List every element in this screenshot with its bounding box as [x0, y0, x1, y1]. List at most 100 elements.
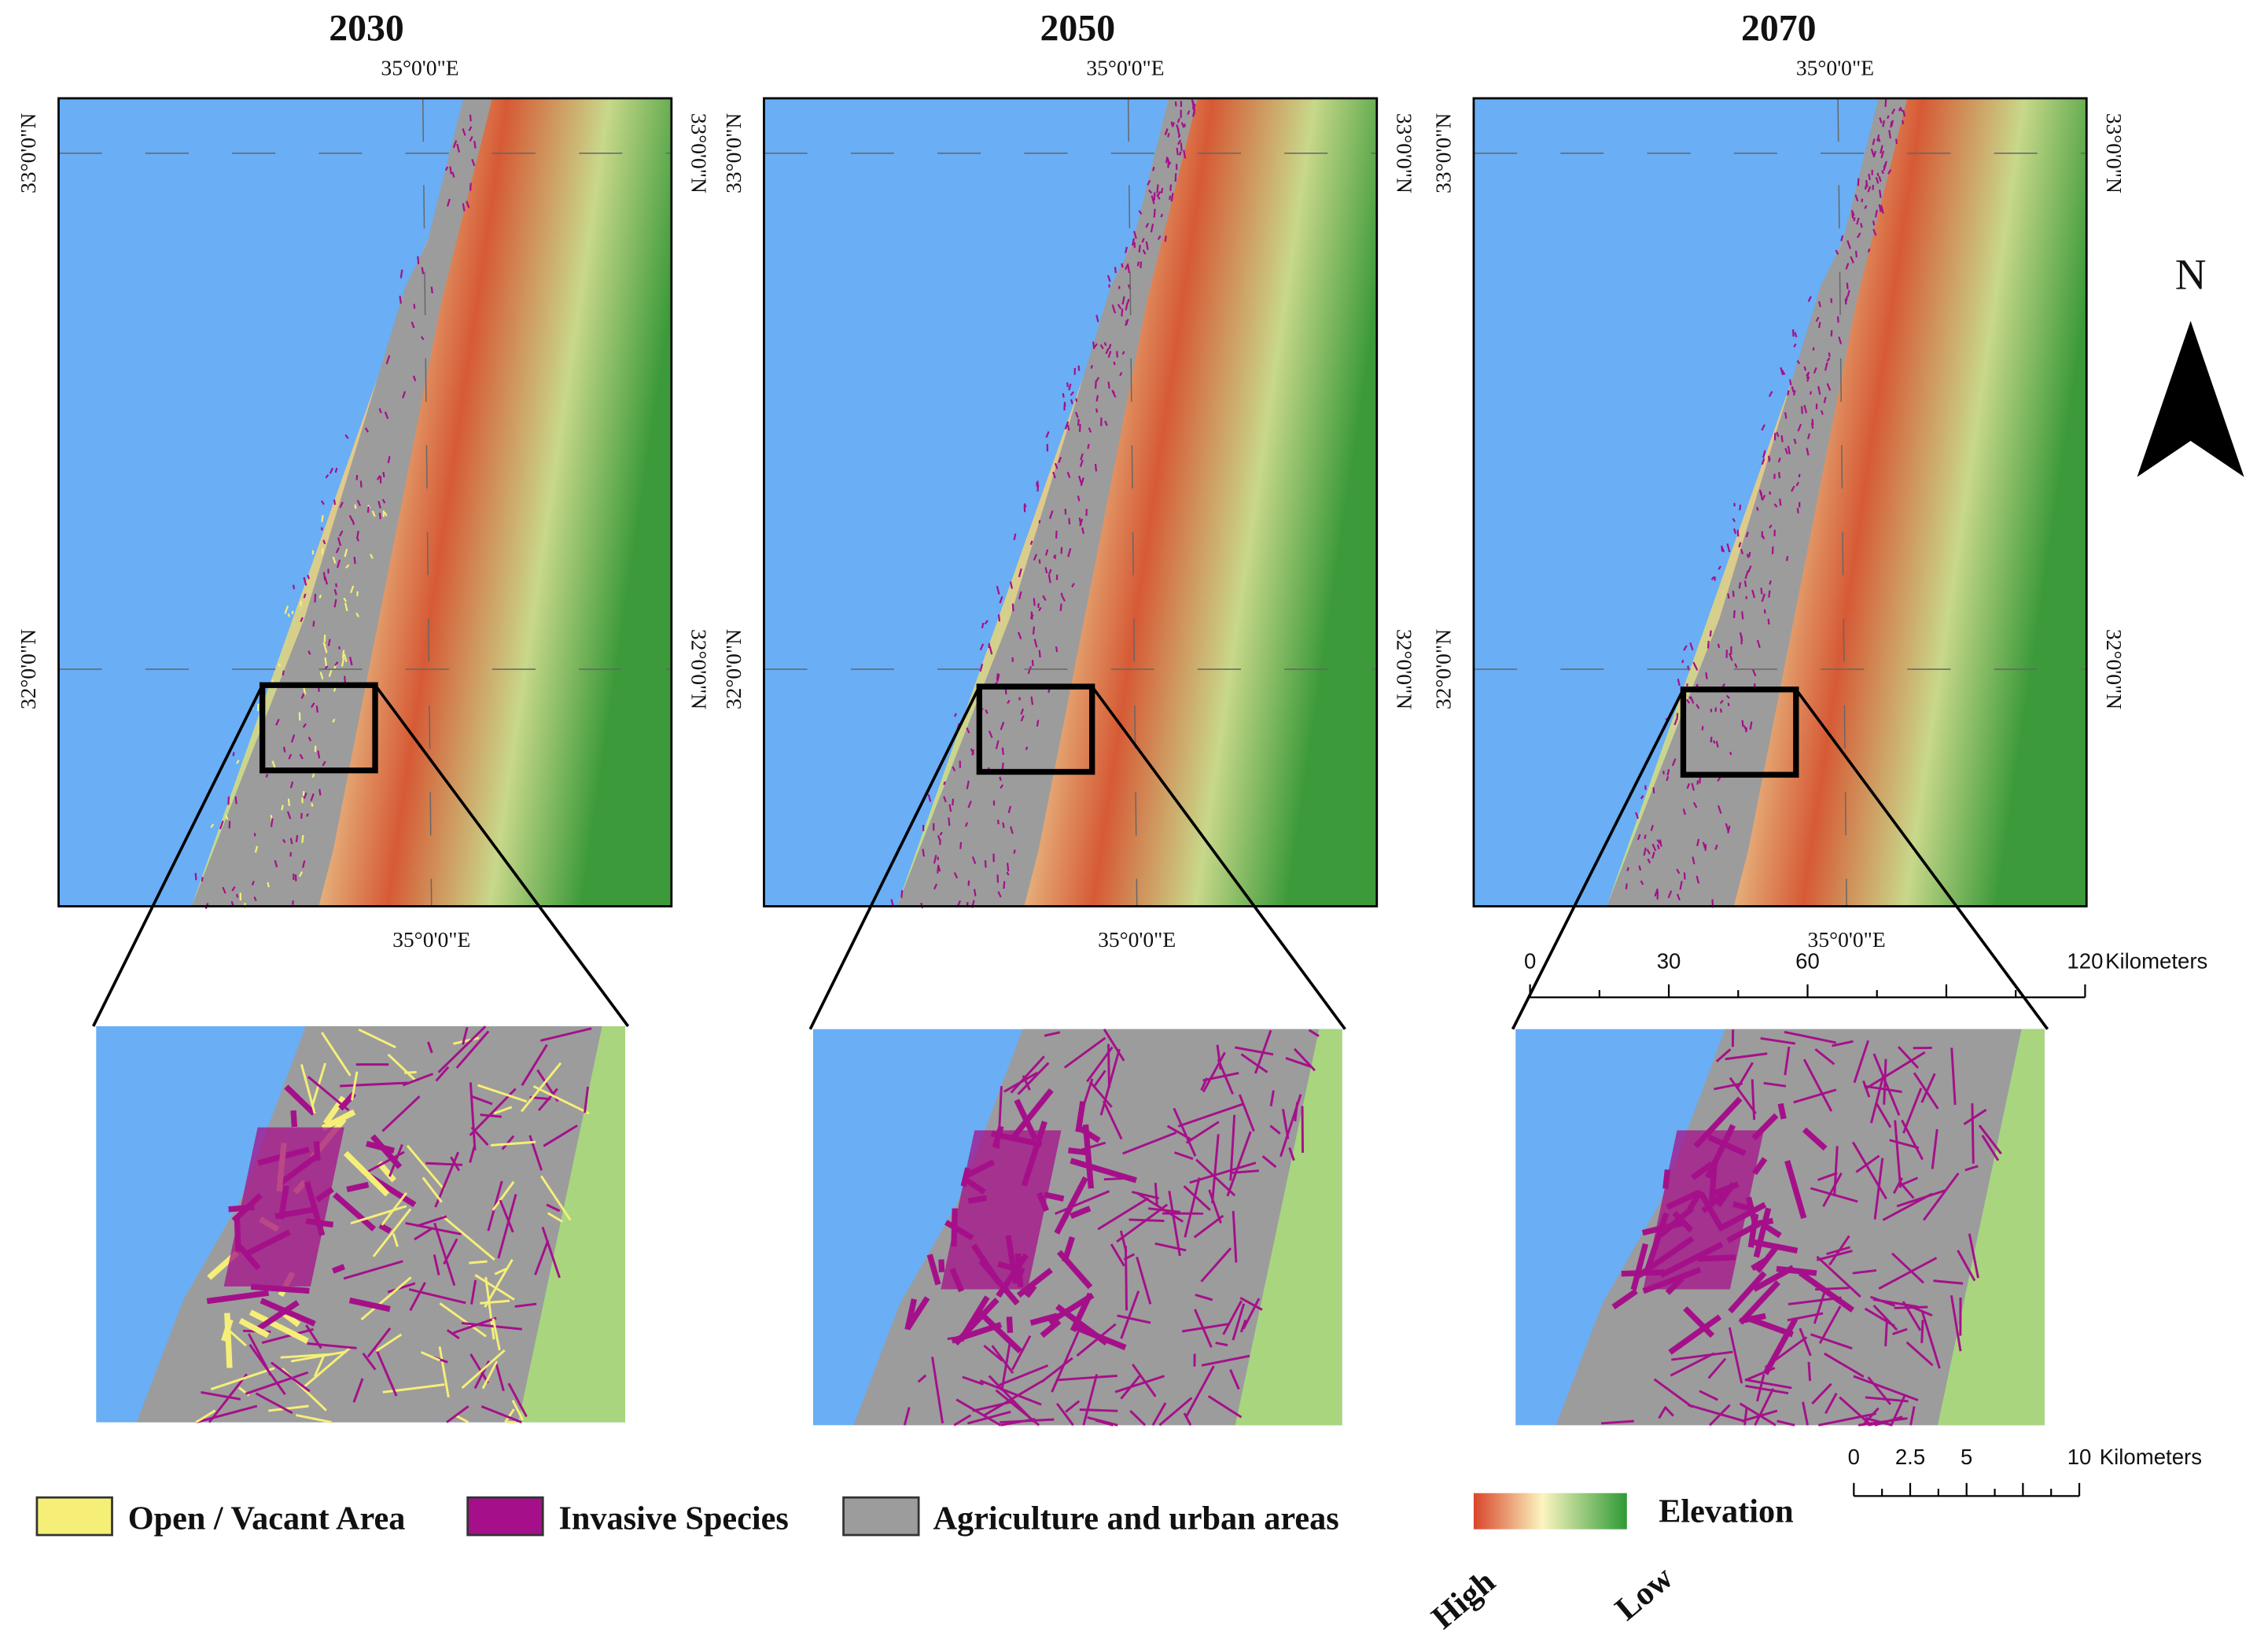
land-cover-speck: [322, 642, 326, 646]
inset-network: [1055, 1304, 1109, 1346]
land-cover-speck: [322, 572, 326, 580]
inset-network: [1261, 1155, 1277, 1169]
inset-network: [303, 1346, 352, 1388]
inset-network: [1016, 1267, 1053, 1298]
inset-network: [1129, 1409, 1147, 1427]
land-cover-speck: [318, 789, 322, 796]
land-cover-speck: [1878, 175, 1882, 182]
land-cover-speck: [1170, 193, 1174, 202]
inset-network: [1776, 1419, 1795, 1427]
coastal-band: [897, 98, 1198, 907]
land-cover-speck: [1743, 725, 1748, 732]
land-cover-speck: [315, 705, 318, 713]
inset-network: [414, 1227, 433, 1241]
land-cover-speck: [1769, 580, 1772, 585]
inset-network: [1120, 1375, 1141, 1400]
land-cover-speck: [1000, 784, 1004, 790]
inset-network: [1798, 1270, 1855, 1313]
land-cover-speck: [385, 355, 391, 365]
land-cover-speck: [1792, 389, 1796, 396]
land-cover-speck: [1033, 639, 1038, 648]
inset-network: [931, 1357, 944, 1424]
land-cover-speck: [1078, 424, 1081, 433]
inset-network: [1288, 1147, 1295, 1162]
inset-network: [343, 1260, 403, 1280]
inset-network: [1816, 1250, 1853, 1261]
land-cover-speck: [1055, 646, 1059, 653]
inset-network: [1183, 1185, 1211, 1211]
land-cover-speck: [1756, 506, 1759, 511]
lat-label: 33°0'0"N: [2102, 113, 2126, 193]
land-cover-speck: [1748, 551, 1751, 557]
inset-network: [1699, 1390, 1718, 1401]
land-cover-speck: [1813, 367, 1817, 374]
inset-network: [480, 1114, 502, 1118]
inset-network: [1971, 1103, 1975, 1164]
inset-network: [1816, 1255, 1861, 1298]
land-cover-speck: [996, 673, 999, 680]
inset-network: [1788, 1296, 1842, 1305]
land-cover-speck: [1029, 540, 1033, 546]
land-cover-speck: [194, 873, 197, 881]
inset-network: [1793, 1088, 1837, 1104]
land-cover-speck: [333, 499, 337, 505]
land-cover-speck: [1033, 598, 1036, 606]
land-cover-speck: [469, 114, 472, 122]
land-cover-speck: [318, 595, 322, 599]
inset-network: [1892, 1327, 1908, 1335]
inset-network: [1818, 1412, 1877, 1427]
inset-network: [1131, 1191, 1160, 1200]
inset-network: [1744, 1379, 1792, 1390]
inset-network: [926, 1254, 941, 1286]
land-cover-speck: [999, 596, 1003, 604]
inset-network: [1040, 1319, 1062, 1338]
zoom-connector: [1795, 688, 2049, 1030]
inset-network: [381, 1095, 421, 1132]
inset-network: [260, 1298, 316, 1327]
inset-network: [1754, 1388, 1775, 1426]
inset-network: [1777, 1103, 1787, 1120]
inset-network: [280, 1353, 333, 1359]
land-cover-speck: [1741, 611, 1744, 620]
land-cover-speck: [1625, 883, 1628, 889]
inset-network: [1747, 1316, 1794, 1338]
land-cover-speck: [317, 750, 321, 759]
inset-network: [917, 1374, 927, 1383]
inset-network: [955, 1398, 1001, 1427]
land-cover-speck: [1018, 568, 1022, 578]
inset-network: [1239, 1297, 1263, 1311]
inset-network: [1912, 1305, 1933, 1317]
land-cover-speck: [1835, 249, 1839, 255]
land-cover-speck: [1088, 427, 1092, 433]
land-cover-speck: [1702, 841, 1707, 849]
land-cover-speck: [1725, 823, 1730, 833]
inset-network: [333, 1192, 377, 1232]
land-cover-speck: [1733, 528, 1737, 535]
land-cover-speck: [1806, 447, 1810, 456]
land-cover-speck: [289, 838, 293, 845]
inset-network: [1670, 1352, 1715, 1377]
land-cover-speck: [1883, 164, 1887, 171]
inset-network: [350, 1205, 407, 1224]
land-cover-speck: [1111, 304, 1117, 314]
inset-network: [1022, 1075, 1031, 1091]
land-cover-speck: [1066, 471, 1071, 479]
land-cover-speck: [1732, 517, 1736, 523]
land-cover-speck: [1640, 795, 1644, 800]
land-cover-speck: [1067, 547, 1072, 558]
land-cover-speck: [1826, 357, 1831, 363]
inset-network: [1000, 1418, 1036, 1427]
land-cover-speck: [1080, 477, 1084, 487]
land-cover-speck: [1681, 659, 1684, 664]
inset-network: [261, 1327, 314, 1344]
land-cover-speck: [922, 849, 925, 857]
inset-network: [1238, 1094, 1255, 1132]
land-cover-speck: [292, 584, 296, 590]
inset-network: [469, 1353, 489, 1384]
land-cover-speck: [364, 427, 370, 433]
land-cover-speck: [937, 864, 940, 874]
land-cover-speck: [979, 643, 985, 651]
inset-network: [1158, 1397, 1193, 1427]
land-cover-speck: [1740, 548, 1744, 554]
inset-network: [490, 1140, 536, 1147]
